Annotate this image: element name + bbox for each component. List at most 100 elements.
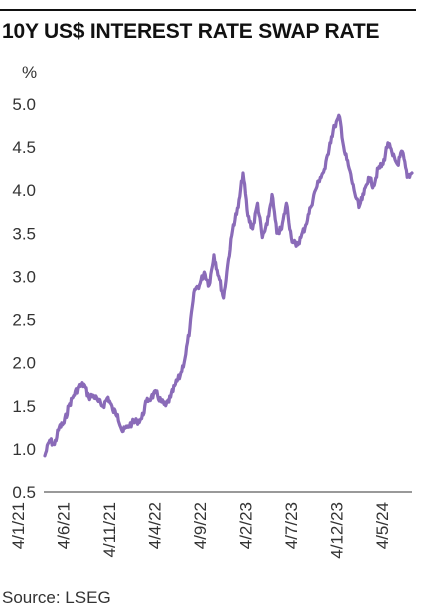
data-point <box>319 176 322 179</box>
data-point <box>305 223 307 226</box>
data-point <box>121 430 124 433</box>
data-point <box>164 405 167 407</box>
top-rule <box>0 9 416 11</box>
data-point <box>242 172 244 174</box>
data-point <box>367 176 370 179</box>
data-point <box>324 167 326 170</box>
data-point <box>213 254 215 256</box>
x-tick-label: 4/2/23 <box>237 502 256 549</box>
data-point <box>208 284 210 286</box>
y-tick-label: 0.5 <box>12 483 36 502</box>
data-point <box>372 185 375 187</box>
data-point <box>198 284 201 286</box>
x-tick-label: 4/7/23 <box>282 502 301 549</box>
data-point <box>387 142 389 144</box>
data-point <box>160 400 162 403</box>
data-point <box>131 422 133 424</box>
data-point <box>343 150 346 153</box>
data-point <box>218 275 220 278</box>
data-point <box>362 193 365 196</box>
data-point <box>314 189 317 191</box>
data-point <box>309 206 312 209</box>
data-point <box>271 193 273 196</box>
data-point <box>401 150 404 153</box>
source-note: Source: LSEG <box>2 588 111 607</box>
data-point <box>169 396 172 399</box>
series-layer <box>43 113 414 458</box>
data-point <box>136 420 138 423</box>
data-point <box>261 236 264 239</box>
x-tick-label: 4/11/21 <box>100 502 119 557</box>
x-tick-label: 4/1/21 <box>9 502 28 549</box>
y-tick-label: 2.0 <box>12 354 36 373</box>
data-point <box>348 167 351 170</box>
data-point <box>126 426 128 429</box>
data-point <box>44 455 46 457</box>
data-point <box>247 215 249 217</box>
data-point <box>358 206 360 209</box>
data-point <box>382 163 384 166</box>
y-tick-label: 5.0 <box>12 95 36 114</box>
y-tick-label: 1.5 <box>12 397 36 416</box>
data-point <box>406 176 409 179</box>
data-point <box>222 297 225 299</box>
data-point <box>276 232 278 235</box>
data-point <box>140 417 143 420</box>
data-point <box>251 228 254 230</box>
data-point <box>63 422 66 424</box>
data-point <box>237 206 239 209</box>
x-tick-label: 4/6/21 <box>55 502 74 549</box>
data-point <box>256 202 259 204</box>
data-point <box>300 236 302 239</box>
data-point <box>111 409 114 411</box>
data-point <box>290 236 293 239</box>
data-point <box>107 396 109 399</box>
data-point <box>58 426 61 429</box>
data-point <box>280 228 283 230</box>
data-point <box>68 405 70 407</box>
data-point <box>102 405 104 407</box>
data-point <box>145 400 148 403</box>
data-point <box>285 202 288 204</box>
data-point <box>193 288 196 291</box>
y-tick-label: 3.0 <box>12 267 36 286</box>
data-point <box>266 223 268 226</box>
y-tick-label: 4.5 <box>12 138 36 157</box>
data-point <box>73 394 75 397</box>
y-tick-label: 1.0 <box>12 440 36 459</box>
data-point <box>150 396 152 399</box>
data-point <box>391 154 394 157</box>
y-axis: 0.5 1.0 1.5 2.0 2.5 3.0 3.5 4.0 4.5 5.0 <box>12 95 412 502</box>
data-point <box>174 383 177 386</box>
x-tick-label: 4/9/22 <box>191 502 210 549</box>
series-line <box>43 113 414 458</box>
data-point <box>155 392 157 394</box>
data-point <box>411 172 413 174</box>
x-tick-label: 4/5/24 <box>373 502 392 549</box>
data-point <box>353 189 355 191</box>
data-point <box>87 396 90 399</box>
data-point <box>203 271 206 273</box>
data-point <box>329 142 331 144</box>
data-point <box>92 394 95 397</box>
x-tick-label: 4/4/22 <box>146 502 165 549</box>
data-point <box>333 124 336 127</box>
data-point <box>295 245 297 248</box>
data-point <box>189 327 191 330</box>
data-point <box>184 357 186 360</box>
data-point <box>396 163 399 166</box>
data-point <box>53 443 56 446</box>
x-axis: 4/1/21 4/6/21 4/11/21 4/4/22 4/9/22 4/2/23 4/7… <box>9 502 392 559</box>
x-tick-label: 4/12/23 <box>328 502 347 559</box>
data-point <box>78 386 80 388</box>
data-point <box>338 116 341 118</box>
chart-title: 10Y US$ INTEREST RATE SWAP RATE <box>2 20 380 43</box>
data-point <box>232 223 235 226</box>
y-unit-label: % <box>22 63 37 82</box>
y-tick-label: 4.0 <box>12 181 36 200</box>
data-point <box>179 374 181 377</box>
data-point <box>377 167 380 170</box>
y-tick-label: 3.5 <box>12 224 36 243</box>
data-point <box>227 258 230 261</box>
